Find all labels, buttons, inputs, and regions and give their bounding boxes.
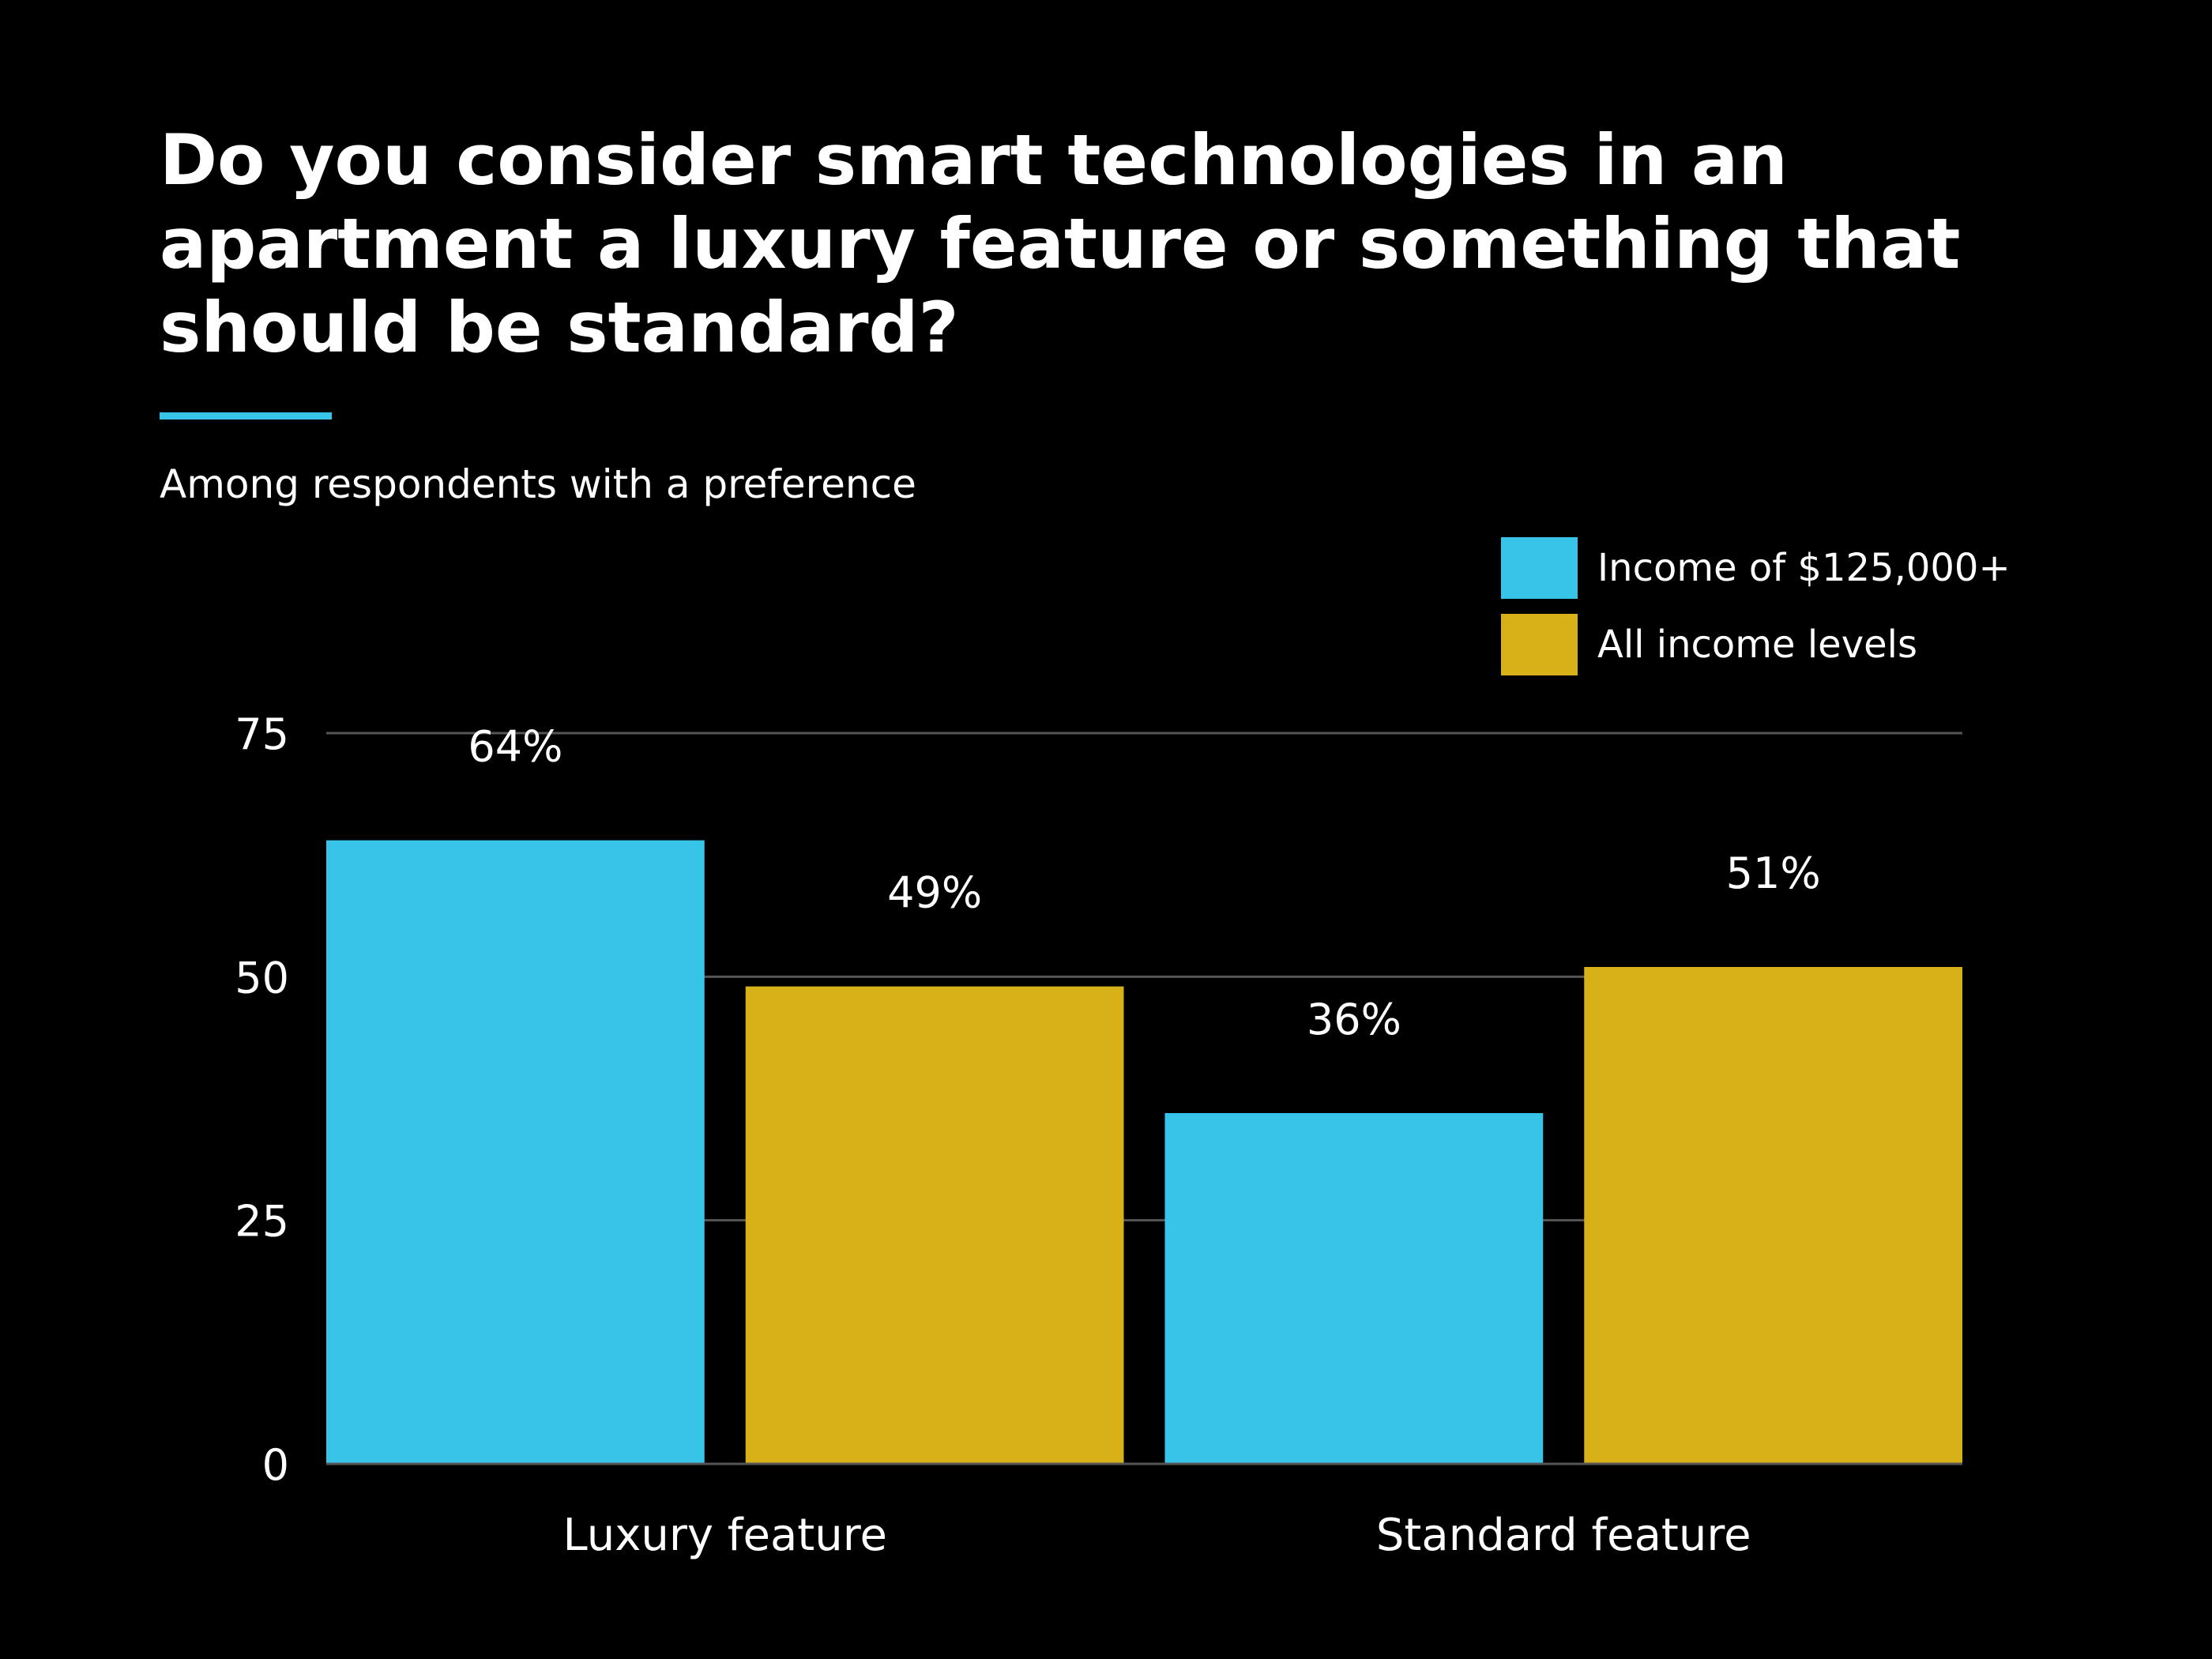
legend-item-income-125k: Income of $125,000+ <box>1501 537 2054 600</box>
bar-standard-feature-series-0 <box>1164 1113 1544 1464</box>
x-tick-label-standard-feature: Standard feature <box>1376 1510 1751 1561</box>
chart-title: Do you consider smart technologies in an… <box>160 119 1961 368</box>
legend-item-all-income: All income levels <box>1501 614 2054 677</box>
y-tick-label-25: 25 <box>235 1197 289 1247</box>
bar-standard-feature-series-1 <box>1584 967 1962 1464</box>
y-tick-label-50: 50 <box>235 953 289 1003</box>
data-label-luxury-feature-series-0: 64% <box>468 722 562 772</box>
data-label-luxury-feature-series-1: 49% <box>887 868 982 918</box>
bar-luxury-feature-series-0 <box>326 840 705 1464</box>
bar-luxury-feature-series-1 <box>745 986 1124 1464</box>
y-tick-label-75: 75 <box>235 709 289 759</box>
chart-subtitle: Among respondents with a preference <box>160 461 916 507</box>
y-tick-label-0: 0 <box>262 1440 289 1490</box>
title-accent-rule <box>160 412 332 419</box>
legend-swatch-all-income <box>1501 614 1578 675</box>
legend-label-all-income: All income levels <box>1597 623 1917 667</box>
x-tick-label-luxury-feature: Luxury feature <box>563 1510 887 1561</box>
data-label-standard-feature-series-1: 51% <box>1726 848 1821 898</box>
legend-swatch-income-125k <box>1501 537 1578 599</box>
data-label-standard-feature-series-0: 36% <box>1307 995 1401 1044</box>
legend-label-income-125k: Income of $125,000+ <box>1597 546 2011 590</box>
